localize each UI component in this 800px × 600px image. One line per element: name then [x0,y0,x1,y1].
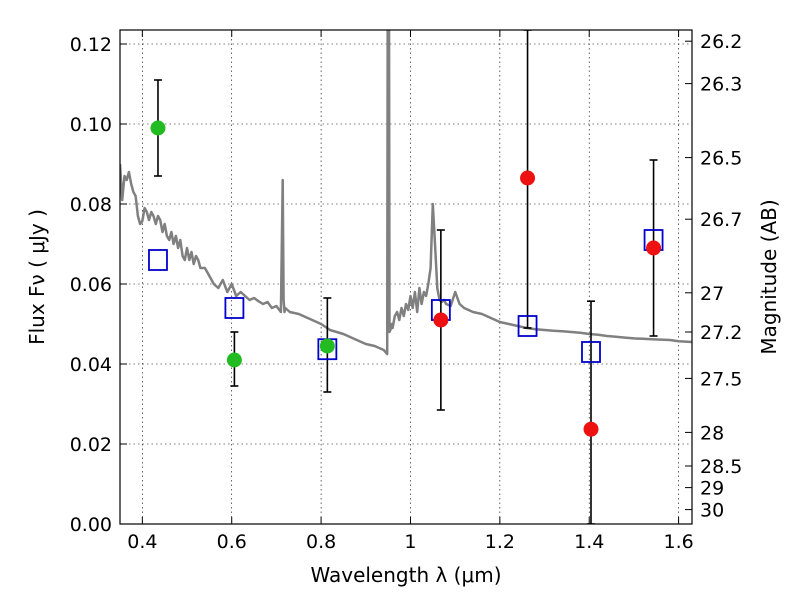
model-photometry-square [148,249,168,271]
model-photometry-square [517,315,538,337]
low-significance-point [583,421,599,437]
plot-frame [119,29,693,525]
y2-tick-label: 26.2 [700,31,742,53]
y-tick-label: 0.02 [70,434,112,456]
x-tick-label: 0.4 [127,531,157,553]
y-tick-label: 0.10 [70,114,112,136]
x-tick-label: 1.2 [485,531,515,553]
y-axis-left: 0.00 0.02 0.04 0.06 0.08 0.10 0.12 [70,34,127,536]
x-axis: 0.4 0.6 0.8 1 1.2 1.4 1.6 [127,30,694,553]
detection-point [150,120,166,136]
detection-point [226,352,242,368]
y2-tick-label: 26.3 [700,74,742,96]
plot-area [120,30,692,524]
y-tick-label: 0.04 [70,354,112,376]
y2-tick-label: 26.7 [700,209,742,231]
y2-tick-label: 27.5 [700,368,742,390]
y-tick-label: 0.12 [70,34,112,56]
low-significance-point [433,312,449,328]
y2-tick-label: 27.2 [700,322,742,344]
y-axis-label: Flux Fν ( μJy ) [25,209,49,345]
x-tick-label: 0.6 [217,531,247,553]
detection-point [319,338,335,354]
y2-tick-label: 28.5 [700,456,742,478]
y2-tick-label: 29 [700,478,724,500]
low-significance-point [646,240,662,256]
x-tick-label: 1.6 [663,531,693,553]
y2-tick-label: 30 [700,500,724,522]
y-tick-label: 0.06 [70,274,112,296]
y-tick-label: 0.00 [70,514,112,536]
model-photometry-square [581,341,601,363]
model-sed-line [120,30,692,356]
x-tick-label: 0.8 [306,531,336,553]
low-significance-point [520,170,536,186]
y-tick-label: 0.08 [70,194,112,216]
observed-points-layer [150,120,662,437]
y2-tick-label: 28 [700,422,724,444]
x-axis-label: Wavelength λ (μm) [310,563,501,587]
model-photometry-square [224,297,245,319]
model-sed-layer [120,30,692,356]
x-tick-label: 1 [404,531,416,553]
y2-tick-label: 26.5 [700,148,742,170]
y2-axis-label: Magnitude (AB) [757,199,781,354]
x-tick-label: 1.4 [574,531,604,553]
model-photometry-layer [148,229,664,363]
y2-tick-label: 27 [700,283,724,305]
